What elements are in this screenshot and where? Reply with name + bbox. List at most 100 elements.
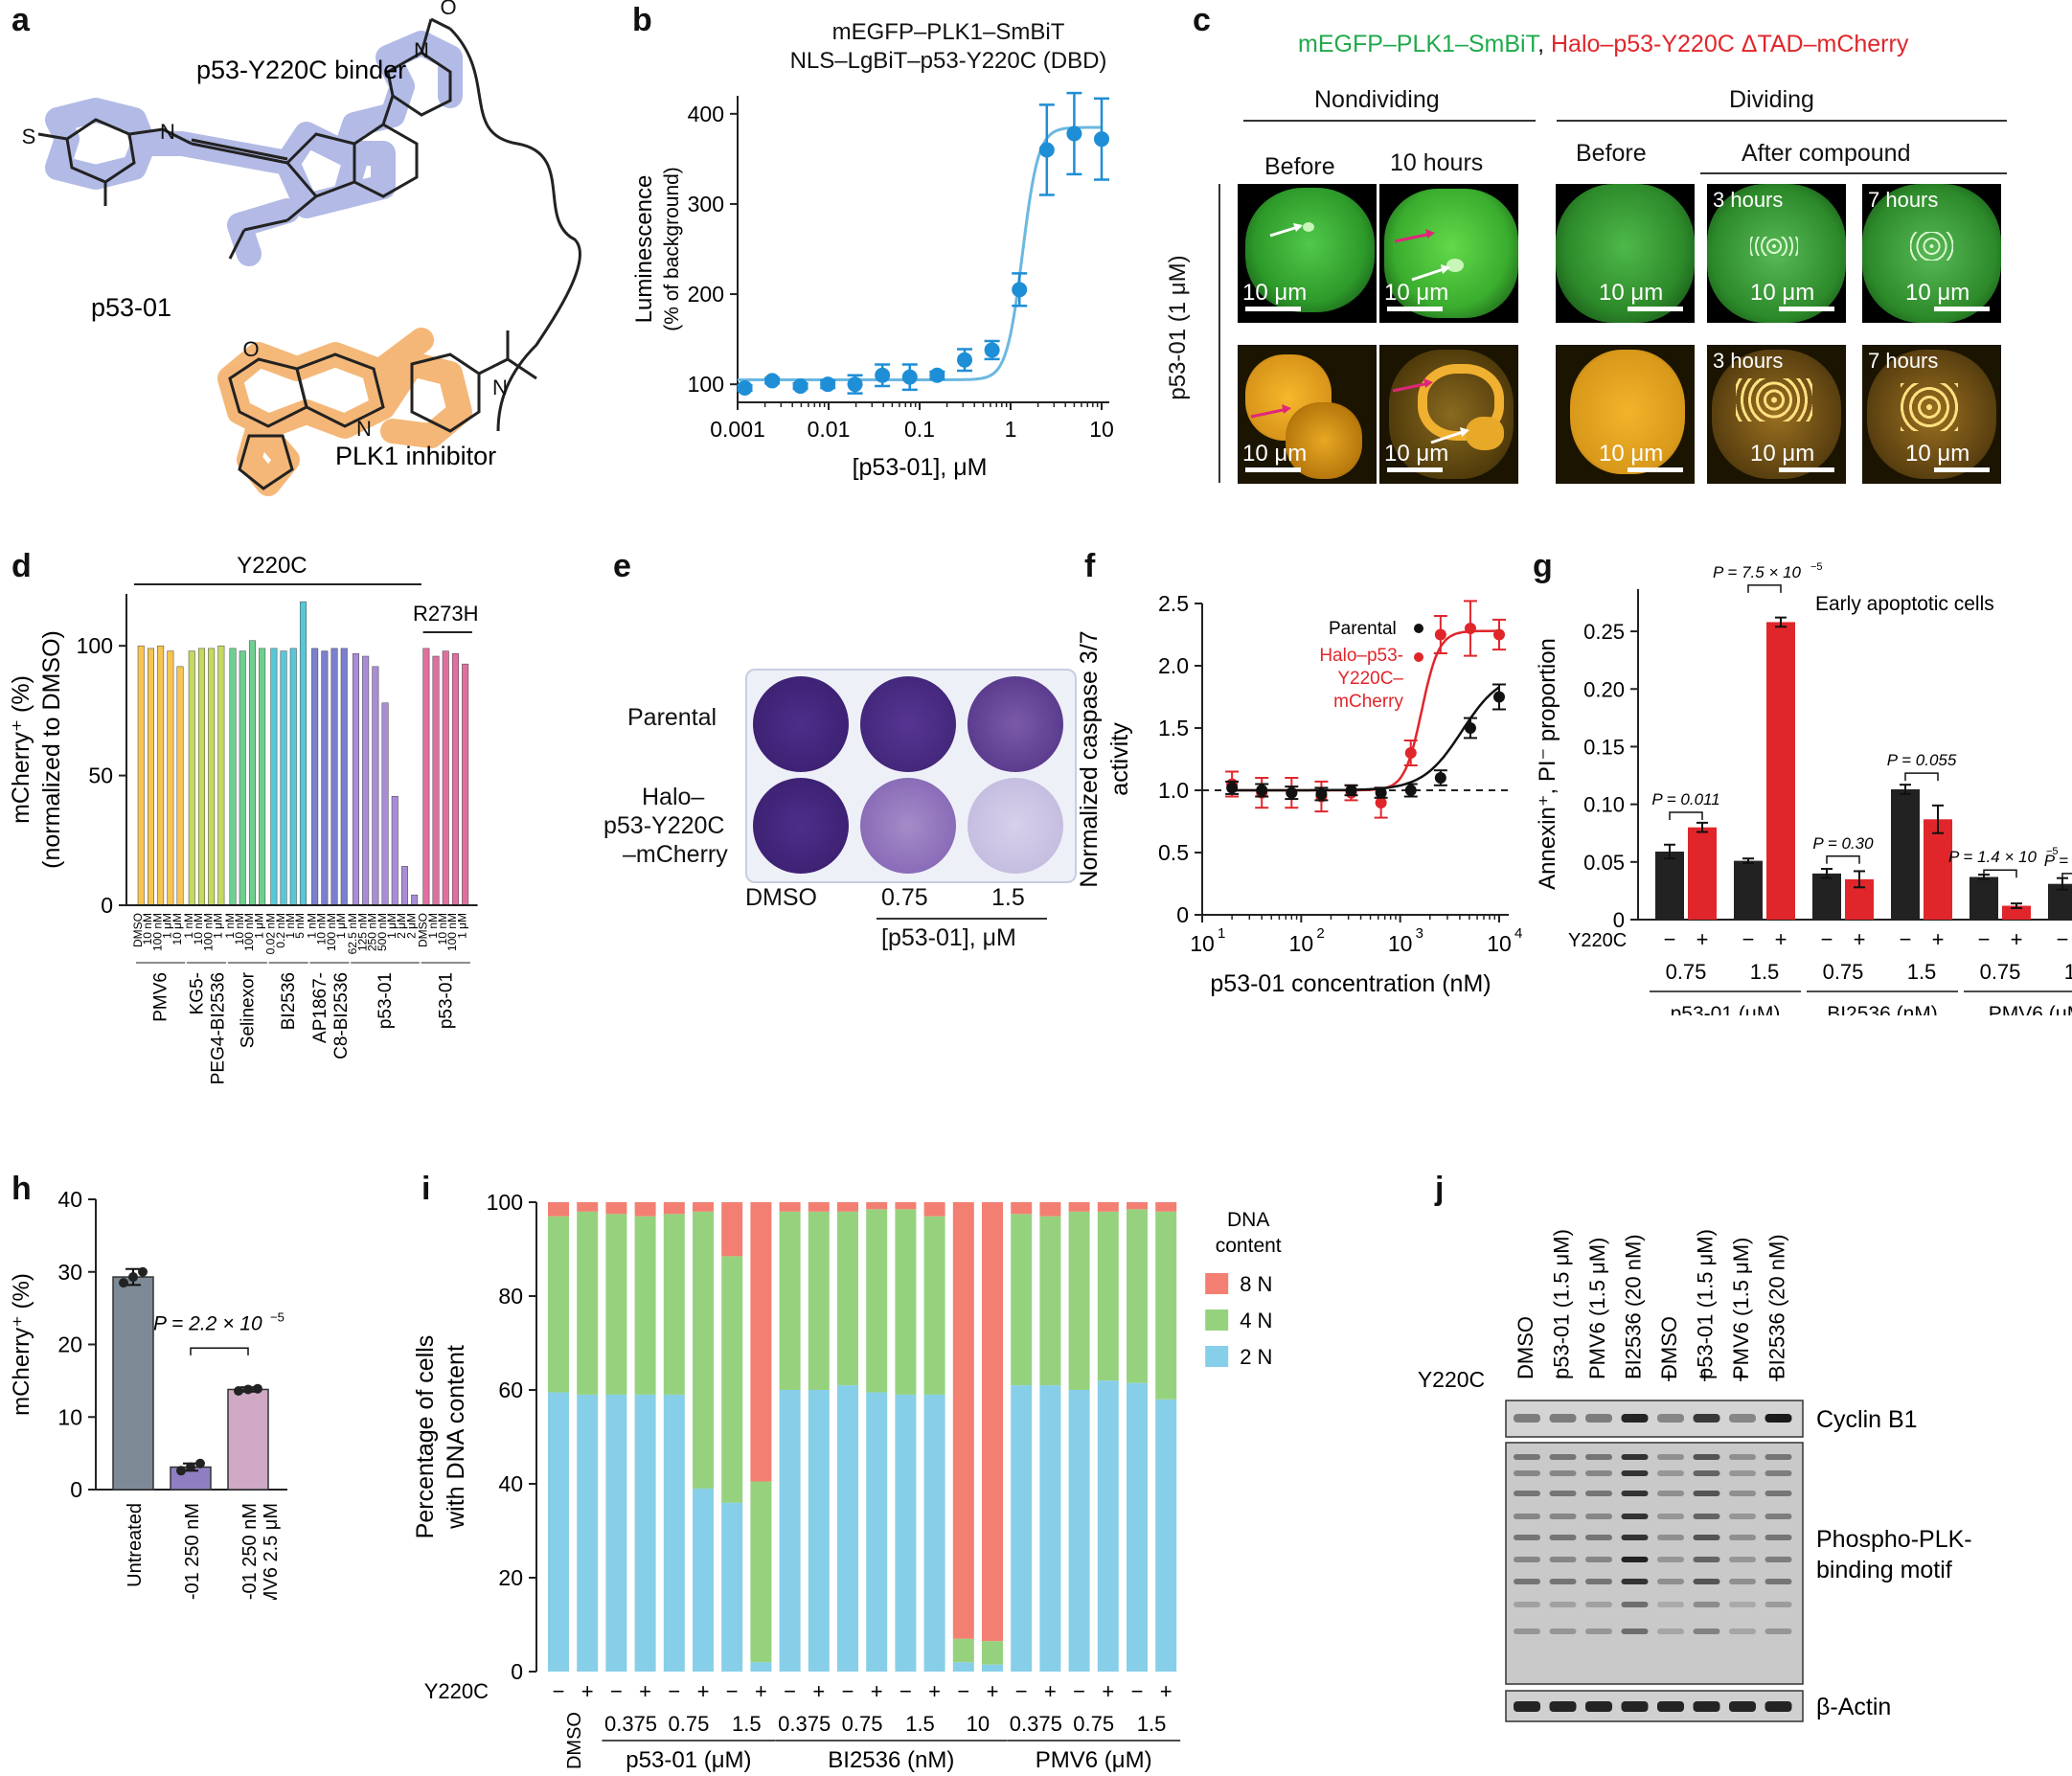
y-axis-label: Percentage of cells: [412, 1335, 439, 1539]
bar: [188, 650, 195, 906]
bar: [391, 796, 398, 906]
scale-bar: [1779, 307, 1834, 311]
blot-band: [1621, 1602, 1649, 1607]
data-point: [1256, 785, 1268, 796]
bar-category-label: 1 nM: [426, 913, 440, 939]
x-axis-label: p53-01 concentration (nM): [1210, 970, 1491, 997]
group-name: PEG4-BI2536: [209, 972, 229, 1084]
timepoint-label: 7 hours: [1868, 349, 1939, 373]
bar-category-label: 10 nM: [192, 913, 205, 945]
data-point: [128, 1272, 138, 1283]
bar-category-label: 1 μM: [385, 913, 398, 939]
bar: [197, 648, 205, 906]
data-point: [1434, 772, 1446, 784]
sign-label: +: [697, 1679, 710, 1703]
bar-category-label: 100 nM: [325, 913, 338, 951]
group-dividing: Dividing: [1729, 86, 1814, 113]
group-label: p53-01 (μM): [1671, 1003, 1781, 1015]
stacked-bar-segment: [982, 1664, 1003, 1672]
micrograph-green-dividing-before: 10 μm: [1556, 184, 1695, 323]
lane-label: BI2536 (20 nM): [1622, 1234, 1646, 1379]
blot-band: [1693, 1628, 1720, 1634]
bar-category-label: 500 nM: [376, 913, 389, 951]
bar: [311, 648, 319, 906]
stacked-bar-segment: [779, 1390, 801, 1672]
bar: [1766, 622, 1795, 920]
data-point: [1094, 131, 1109, 148]
panel-label-c: c: [1193, 2, 1211, 38]
scale-label: 10 μm: [1750, 441, 1815, 467]
sign-label: +: [871, 1679, 883, 1703]
legend-label: 8 N: [1240, 1272, 1272, 1296]
bar: [372, 666, 379, 906]
x-tick-label: 0.001: [710, 417, 765, 442]
sign-label: −: [842, 1679, 854, 1703]
stacked-bar-segment: [895, 1209, 917, 1395]
legend-label: mCherry: [1333, 692, 1403, 712]
scale-bar: [1628, 307, 1683, 311]
bar: [1924, 819, 1952, 920]
legend-label: 4 N: [1240, 1309, 1272, 1332]
blot-band: [1693, 1579, 1720, 1584]
stacked-bar-segment: [808, 1202, 830, 1212]
data-point: [1464, 722, 1476, 734]
legend-swatch: [1205, 1273, 1229, 1294]
sign-label: −: [1015, 1679, 1028, 1703]
sign-label: −: [1519, 1364, 1532, 1388]
bar-category-label: 5 nM: [293, 913, 307, 939]
stacked-bar-segment: [866, 1202, 888, 1210]
data-point: [1012, 282, 1028, 298]
stacked-bar-segment: [750, 1662, 772, 1672]
well-plate: [745, 669, 1077, 883]
stacked-bar-segment: [693, 1488, 714, 1672]
x-tick-exponent: 1: [1218, 925, 1225, 942]
title-red: Halo–p53-Y220C ΔTAD–mCherry: [1551, 31, 1909, 57]
plate-row-2-label-3: –mCherry: [623, 841, 728, 868]
bar: [352, 653, 359, 906]
bar: [137, 645, 145, 906]
chart-b: 100 200 300 400 0.001 0.01 0.1 1 10 [p53-01], μM L…: [631, 91, 1114, 481]
stacked-bar-segment: [721, 1256, 743, 1503]
atom-label: N: [356, 417, 372, 441]
y-axis-label-2: with DNA content: [443, 1345, 469, 1530]
lane-label: DMSO: [1657, 1316, 1681, 1379]
stacked-bar-segment: [982, 1202, 1003, 1642]
bar: [157, 645, 165, 906]
y-axis-label: Luminescence: [631, 175, 657, 324]
fit-curve: [1227, 686, 1500, 792]
bar: [167, 650, 174, 906]
bar-category-label: 1 nM: [182, 913, 195, 939]
lane-label: PMV6 (1.5 μM): [1729, 1238, 1753, 1379]
bar-category-label: 100 nM: [242, 913, 256, 951]
bar: [176, 666, 184, 906]
bar: [270, 648, 278, 906]
y-tick-label: 0: [70, 1477, 82, 1502]
bar-category-label: 10 nM: [141, 913, 154, 945]
scale-label: 10 μm: [1599, 441, 1664, 467]
data-point: [929, 367, 945, 383]
blot-band: [1549, 1557, 1577, 1562]
data-point: [1226, 782, 1239, 794]
sign-label: +: [1775, 927, 1787, 951]
bar: [400, 866, 408, 906]
stacked-bar-segment: [837, 1202, 858, 1212]
legend-swatch: [1205, 1309, 1229, 1331]
atom-label: N: [160, 120, 175, 144]
dose-label: 10: [967, 1712, 990, 1736]
stacked-bar-segment: [605, 1214, 627, 1395]
data-point: [737, 379, 753, 396]
x-tick-label: 10: [1289, 931, 1314, 956]
blot-band: [1621, 1491, 1649, 1496]
stacked-bar-segment: [577, 1211, 599, 1395]
y-tick-label: 40: [57, 1187, 82, 1212]
blot-band: [1657, 1557, 1684, 1562]
blot-band: [1657, 1514, 1684, 1519]
blot-band: [1549, 1454, 1577, 1460]
sign-label: +: [639, 1679, 651, 1703]
data-point: [1375, 797, 1387, 808]
well: [860, 778, 956, 874]
blot-band: [1657, 1535, 1684, 1540]
panel-label-j: j: [1435, 1171, 1445, 1207]
